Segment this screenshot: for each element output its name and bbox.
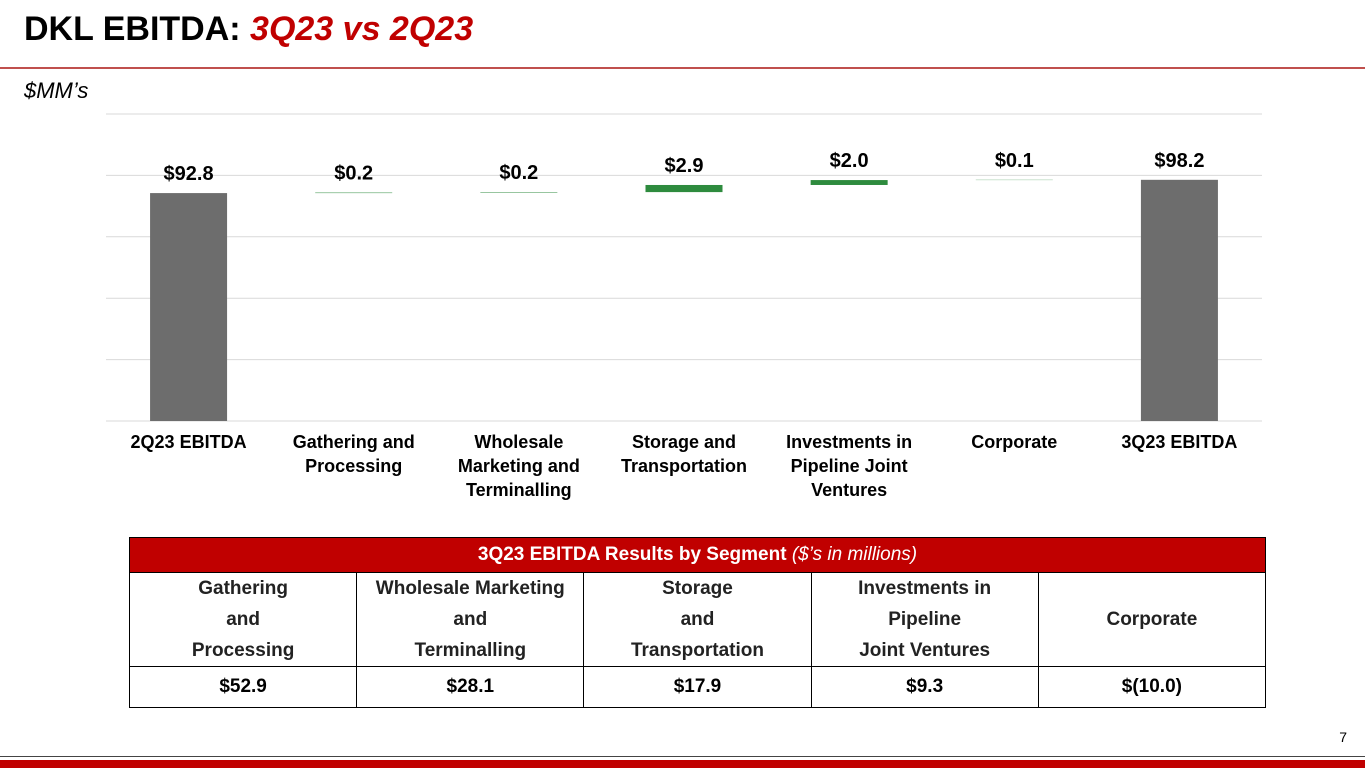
value-row: $52.9 $28.1 $17.9 $9.3 $(10.0): [128, 666, 1267, 708]
cell: $28.1: [356, 666, 585, 708]
x-tick-label: 3Q23 EBITDA: [1121, 432, 1238, 452]
column-header: Gathering and Processing: [128, 572, 358, 667]
title-highlight: 3Q23 vs 2Q23: [250, 10, 474, 48]
value-label: $2.9: [665, 155, 704, 177]
table-title-note: ($’s in millions): [791, 544, 918, 565]
column-header: Corporate: [1037, 572, 1267, 667]
cell: $17.9: [583, 666, 812, 708]
bar: [645, 184, 723, 193]
value-label: $0.2: [334, 163, 373, 185]
subtitle: $MM’s: [24, 78, 89, 103]
column-header: Wholesale Marketing and Terminalling: [356, 572, 585, 667]
table-title: 3Q23 EBITDA Results by Segment ($’s in m…: [129, 537, 1266, 573]
value-label: $0.1: [995, 150, 1034, 172]
chart: $92.8 $0.2 $0.2 $2.9 $2.0 $0.1 $98.2: [106, 113, 1262, 422]
value-label: $2.0: [830, 150, 869, 172]
x-tick-label: Corporate: [971, 432, 1058, 452]
header-row: Gathering and Processing Wholesale Market…: [128, 572, 1267, 667]
bar: [150, 193, 228, 421]
value-label: $92.8: [164, 163, 214, 185]
page-number: 7: [1339, 729, 1347, 745]
bar: [1140, 179, 1218, 421]
x-tick-label: Wholesale Marketing and Terminalling: [457, 432, 580, 500]
x-tick-label: 2Q23 EBITDA: [130, 432, 247, 452]
table-title-text: 3Q23 EBITDA Results by Segment: [477, 544, 787, 565]
value-label: $98.2: [1154, 150, 1204, 172]
x-tick-label: Investments in Pipeline Joint Ventures: [786, 432, 913, 500]
title-rule: [0, 67, 1365, 69]
x-tick-label: Storage and Transportation: [620, 432, 747, 476]
segment-table: 3Q23 EBITDA Results by Segment ($’s in m…: [128, 537, 1267, 708]
column-header: Investments in Pipeline Joint Ventures: [810, 572, 1039, 667]
title-text: DKL EBITDA:: [24, 10, 241, 48]
footer-line: [0, 756, 1365, 757]
column-header: Storage and Transportation: [583, 572, 812, 667]
bar: [810, 180, 888, 185]
x-tick-label: Gathering and Processing: [292, 432, 415, 476]
cell: $9.3: [810, 666, 1039, 708]
footer-band: [0, 760, 1365, 768]
slide-title: DKL EBITDA: 3Q23 vs 2Q23: [24, 10, 473, 49]
cell: $52.9: [128, 666, 358, 708]
cell: $(10.0): [1037, 666, 1267, 708]
value-label: $0.2: [499, 162, 538, 184]
